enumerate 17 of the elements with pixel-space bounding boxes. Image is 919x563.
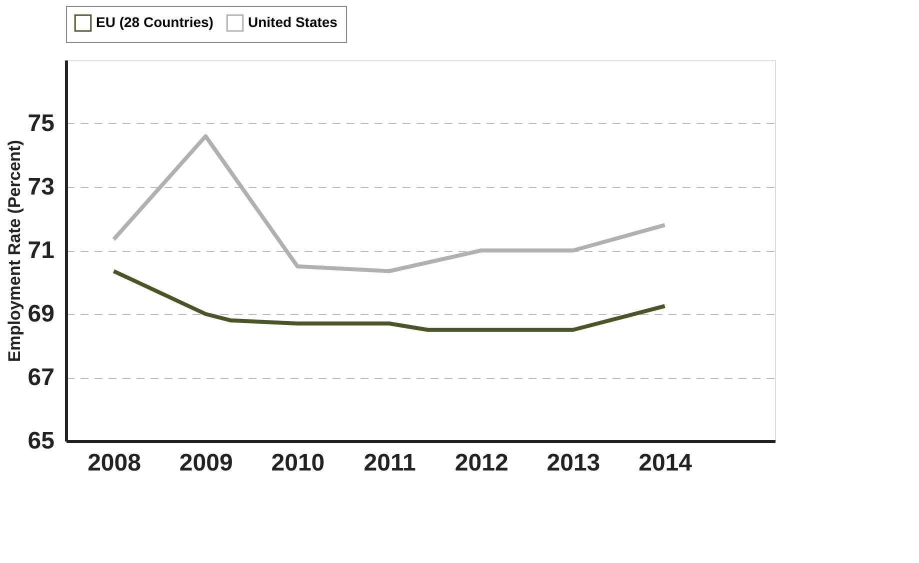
y-tick-label: 65	[28, 428, 54, 454]
line-series	[112, 269, 667, 332]
y-axis-title: Employment Rate (Percent)	[4, 140, 24, 362]
y-tick-label: 67	[28, 364, 54, 391]
y-tick-label: 69	[28, 300, 54, 328]
legend-label: EU (28 Countries)	[96, 14, 214, 30]
x-tick-label: 2009	[179, 450, 233, 476]
y-tick-label: 71	[28, 237, 54, 264]
x-tick-label: 2011	[364, 450, 416, 476]
x-tick-label: 2013	[546, 450, 600, 476]
y-tick-label: 73	[28, 174, 54, 200]
legend-label: United States	[248, 14, 338, 30]
x-tick-label: 2014	[638, 450, 693, 476]
x-tick-label: 2012	[454, 450, 508, 476]
x-tick-label: 2008	[88, 450, 141, 476]
y-tick-label: 75	[28, 110, 54, 137]
x-tick-label: 2010	[271, 450, 325, 476]
